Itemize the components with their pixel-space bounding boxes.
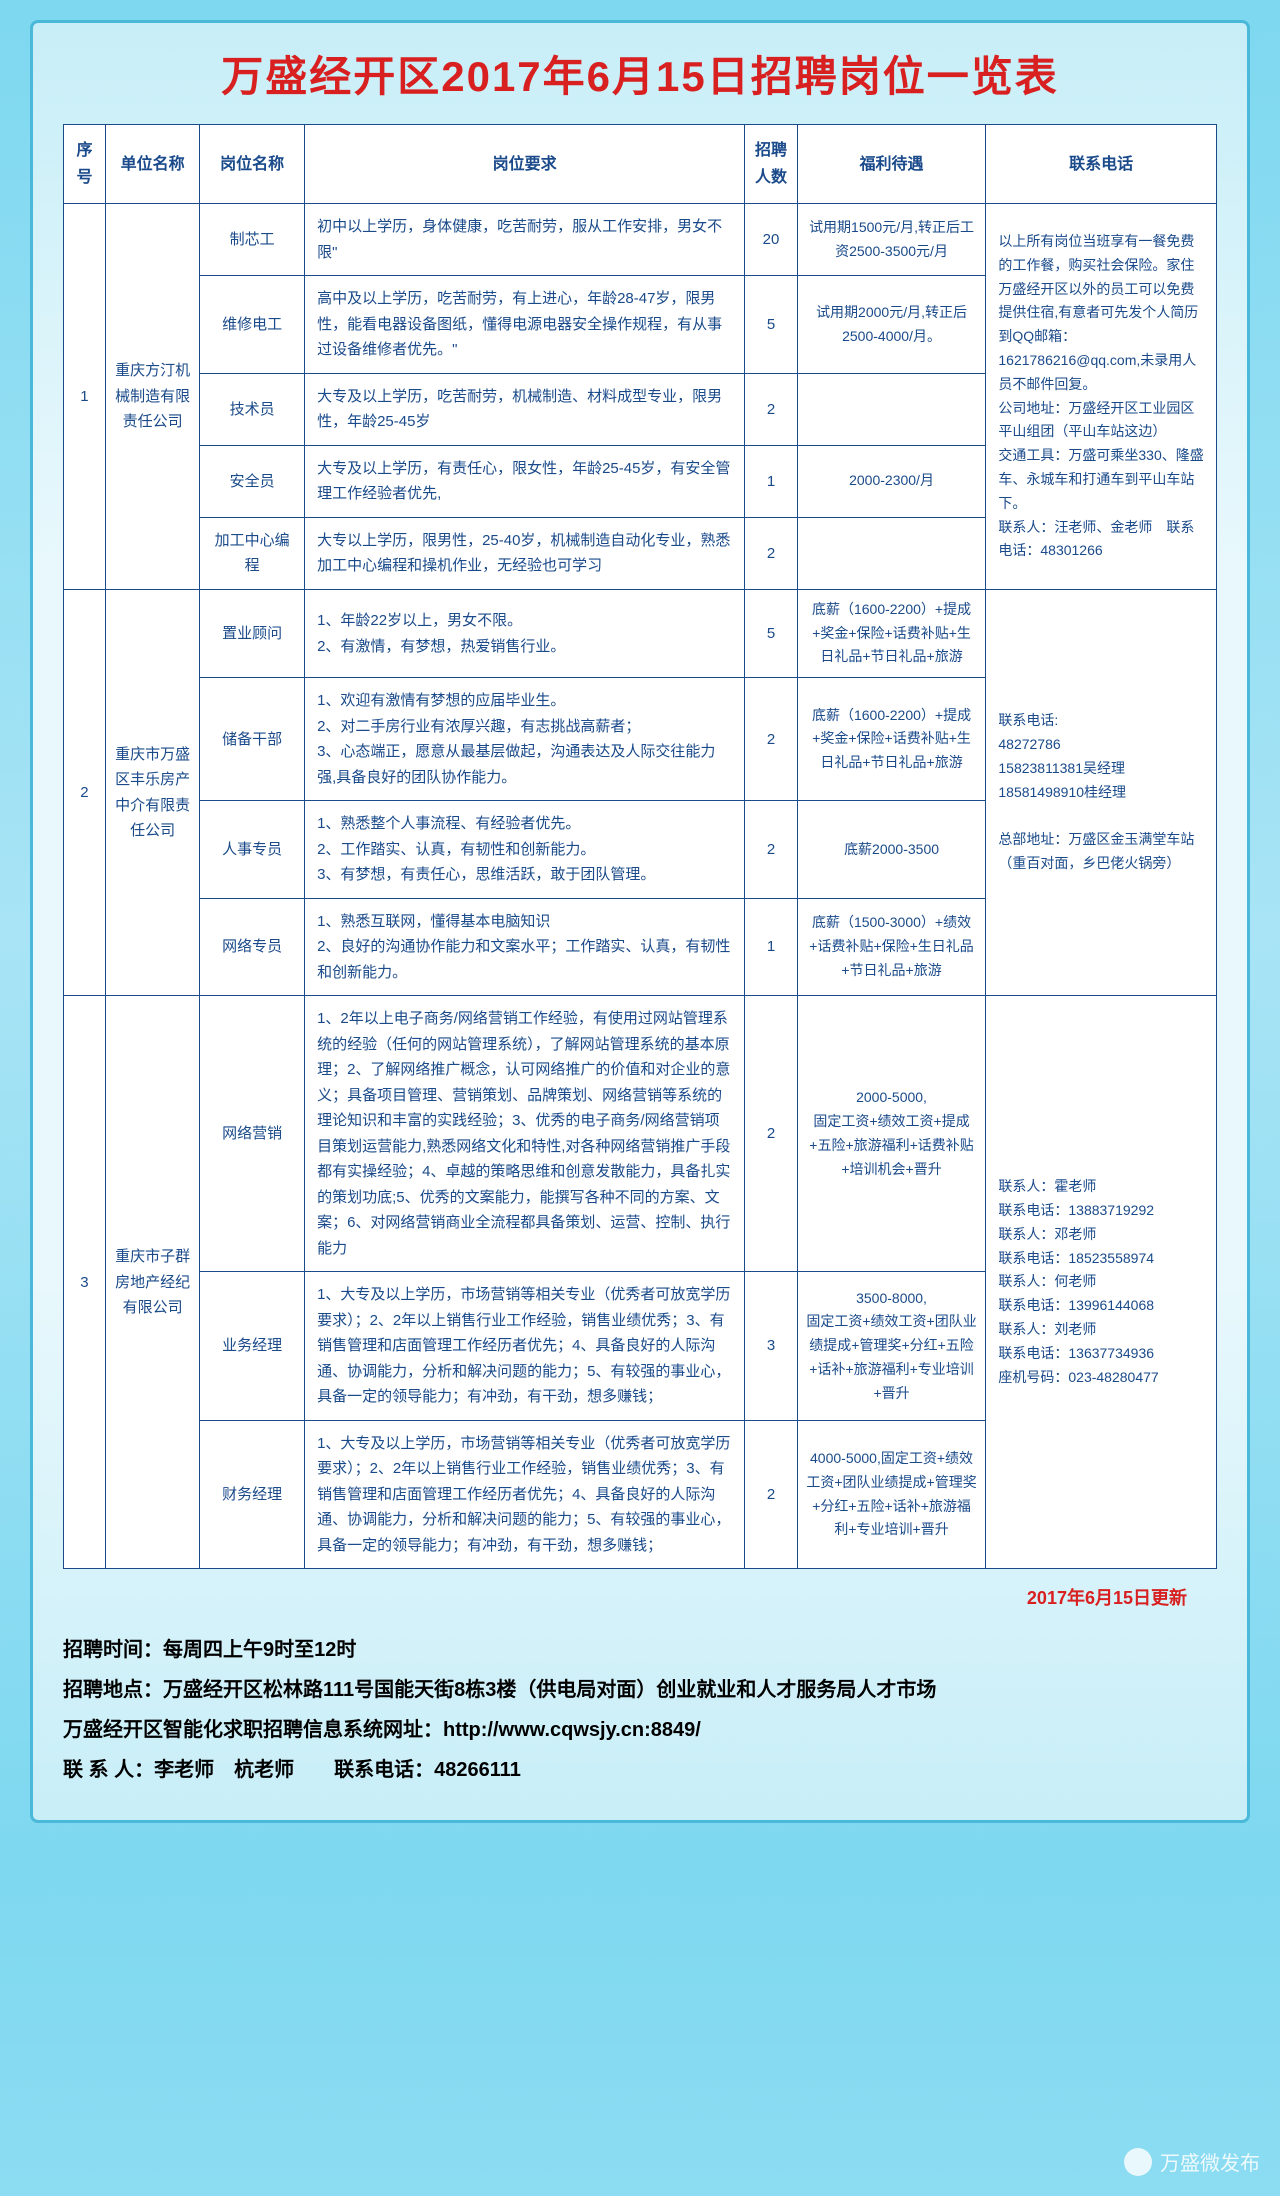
position-cell: 网络专员 [200, 898, 305, 996]
footer-info: 招聘时间：每周四上午9时至12时 招聘地点：万盛经开区松林路111号国能天街8栋… [63, 1630, 1217, 1790]
poster-panel: 万盛经开区2017年6月15日招聘岗位一览表 序号单位名称岗位名称岗位要求招聘人… [30, 20, 1250, 1823]
wechat-icon [1124, 2148, 1152, 2176]
company-cell: 重庆方汀机械制造有限责任公司 [105, 204, 199, 590]
col-header: 福利待遇 [797, 125, 986, 204]
benefit-cell: 底薪（1600-2200）+提成+奖金+保险+话费补贴+生日礼品+节日礼品+旅游 [797, 678, 986, 801]
count-cell: 2 [745, 373, 797, 445]
requirement-cell: 1、大专及以上学历，市场营销等相关专业（优秀者可放宽学历要求）；2、2年以上销售… [305, 1420, 745, 1569]
update-date: 2017年6月15日更新 [63, 1584, 1187, 1610]
benefit-cell [797, 517, 986, 589]
count-cell: 5 [745, 276, 797, 374]
contact-cell: 联系电话: 48272786 15823811381吴经理 1858149891… [986, 589, 1217, 995]
requirement-cell: 1、2年以上电子商务/网络营销工作经验，有使用过网站管理系统的经验（任何的网站管… [305, 996, 745, 1272]
position-cell: 业务经理 [200, 1272, 305, 1421]
benefit-cell: 4000-5000,固定工资+绩效工资+团队业绩提成+管理奖+分红+五险+话补+… [797, 1420, 986, 1569]
col-header: 序号 [64, 125, 106, 204]
count-cell: 2 [745, 801, 797, 899]
requirement-cell: 1、熟悉整个人事流程、有经验者优先。 2、工作踏实、认真，有韧性和创新能力。 3… [305, 801, 745, 899]
requirement-cell: 初中以上学历，身体健康，吃苦耐劳，服从工作安排，男女不限" [305, 204, 745, 276]
count-cell: 20 [745, 204, 797, 276]
footer-url: 万盛经开区智能化求职招聘信息系统网址：http://www.cqwsjy.cn:… [63, 1710, 1217, 1750]
col-header: 联系电话 [986, 125, 1217, 204]
position-cell: 人事专员 [200, 801, 305, 899]
footer-contact: 联 系 人：李老师 杭老师 联系电话：48266111 [63, 1750, 1217, 1790]
position-cell: 制芯工 [200, 204, 305, 276]
benefit-cell [797, 373, 986, 445]
requirement-cell: 1、大专及以上学历，市场营销等相关专业（优秀者可放宽学历要求）；2、2年以上销售… [305, 1272, 745, 1421]
position-cell: 储备干部 [200, 678, 305, 801]
count-cell: 2 [745, 1420, 797, 1569]
count-cell: 2 [745, 996, 797, 1272]
position-cell: 维修电工 [200, 276, 305, 374]
col-header: 岗位名称 [200, 125, 305, 204]
table-row: 2重庆市万盛区丰乐房产中介有限责任公司置业顾问1、年龄22岁以上，男女不限。 2… [64, 589, 1217, 677]
count-cell: 3 [745, 1272, 797, 1421]
count-cell: 2 [745, 517, 797, 589]
requirement-cell: 1、年龄22岁以上，男女不限。 2、有激情，有梦想，热爱销售行业。 [305, 589, 745, 677]
requirement-cell: 1、熟悉互联网，懂得基本电脑知识 2、良好的沟通协作能力和文案水平；工作踏实、认… [305, 898, 745, 996]
position-cell: 置业顾问 [200, 589, 305, 677]
col-header: 岗位要求 [305, 125, 745, 204]
benefit-cell: 试用期1500元/月,转正后工资2500-3500元/月 [797, 204, 986, 276]
requirement-cell: 大专以上学历，限男性，25-40岁，机械制造自动化专业，熟悉加工中心编程和操机作… [305, 517, 745, 589]
table-row: 3重庆市子群房地产经纪有限公司网络营销1、2年以上电子商务/网络营销工作经验，有… [64, 996, 1217, 1272]
benefit-cell: 试用期2000元/月,转正后2500-4000/月。 [797, 276, 986, 374]
count-cell: 1 [745, 445, 797, 517]
seq-cell: 3 [64, 996, 106, 1569]
company-cell: 重庆市子群房地产经纪有限公司 [105, 996, 199, 1569]
position-cell: 加工中心编程 [200, 517, 305, 589]
position-cell: 技术员 [200, 373, 305, 445]
seq-cell: 2 [64, 589, 106, 995]
watermark: 万盛微发布 [1124, 2147, 1260, 2176]
benefit-cell: 3500-8000, 固定工资+绩效工资+团队业绩提成+管理奖+分红+五险+话补… [797, 1272, 986, 1421]
count-cell: 2 [745, 678, 797, 801]
main-title: 万盛经开区2017年6月15日招聘岗位一览表 [63, 43, 1217, 104]
benefit-cell: 底薪（1600-2200）+提成+奖金+保险+话费补贴+生日礼品+节日礼品+旅游 [797, 589, 986, 677]
count-cell: 5 [745, 589, 797, 677]
table-header: 序号单位名称岗位名称岗位要求招聘人数福利待遇联系电话 [64, 125, 1217, 204]
benefit-cell: 底薪（1500-3000）+绩效+话费补贴+保险+生日礼品+节日礼品+旅游 [797, 898, 986, 996]
count-cell: 1 [745, 898, 797, 996]
contact-cell: 联系人：霍老师 联系电话：13883719292 联系人：邓老师 联系电话：18… [986, 996, 1217, 1569]
col-header: 招聘人数 [745, 125, 797, 204]
benefit-cell: 底薪2000-3500 [797, 801, 986, 899]
requirement-cell: 大专及以上学历，有责任心，限女性，年龄25-45岁，有安全管理工作经验者优先, [305, 445, 745, 517]
footer-place: 招聘地点：万盛经开区松林路111号国能天街8栋3楼（供电局对面）创业就业和人才服… [63, 1670, 1217, 1710]
footer-time: 招聘时间：每周四上午9时至12时 [63, 1630, 1217, 1670]
benefit-cell: 2000-5000, 固定工资+绩效工资+提成+五险+旅游福利+话费补贴+培训机… [797, 996, 986, 1272]
requirement-cell: 大专及以上学历，吃苦耐劳，机械制造、材料成型专业，限男性，年龄25-45岁 [305, 373, 745, 445]
position-cell: 网络营销 [200, 996, 305, 1272]
position-cell: 安全员 [200, 445, 305, 517]
col-header: 单位名称 [105, 125, 199, 204]
watermark-text: 万盛微发布 [1160, 2147, 1260, 2176]
benefit-cell: 2000-2300/月 [797, 445, 986, 517]
company-cell: 重庆市万盛区丰乐房产中介有限责任公司 [105, 589, 199, 995]
requirement-cell: 高中及以上学历，吃苦耐劳，有上进心，年龄28-47岁，限男性，能看电器设备图纸，… [305, 276, 745, 374]
requirement-cell: 1、欢迎有激情有梦想的应届毕业生。 2、对二手房行业有浓厚兴趣，有志挑战高薪者；… [305, 678, 745, 801]
position-cell: 财务经理 [200, 1420, 305, 1569]
seq-cell: 1 [64, 204, 106, 590]
table-body: 1重庆方汀机械制造有限责任公司制芯工初中以上学历，身体健康，吃苦耐劳，服从工作安… [64, 204, 1217, 1569]
table-row: 1重庆方汀机械制造有限责任公司制芯工初中以上学历，身体健康，吃苦耐劳，服从工作安… [64, 204, 1217, 276]
contact-cell: 以上所有岗位当班享有一餐免费的工作餐，购买社会保险。家住万盛经开区以外的员工可以… [986, 204, 1217, 590]
recruitment-table: 序号单位名称岗位名称岗位要求招聘人数福利待遇联系电话 1重庆方汀机械制造有限责任… [63, 124, 1217, 1569]
